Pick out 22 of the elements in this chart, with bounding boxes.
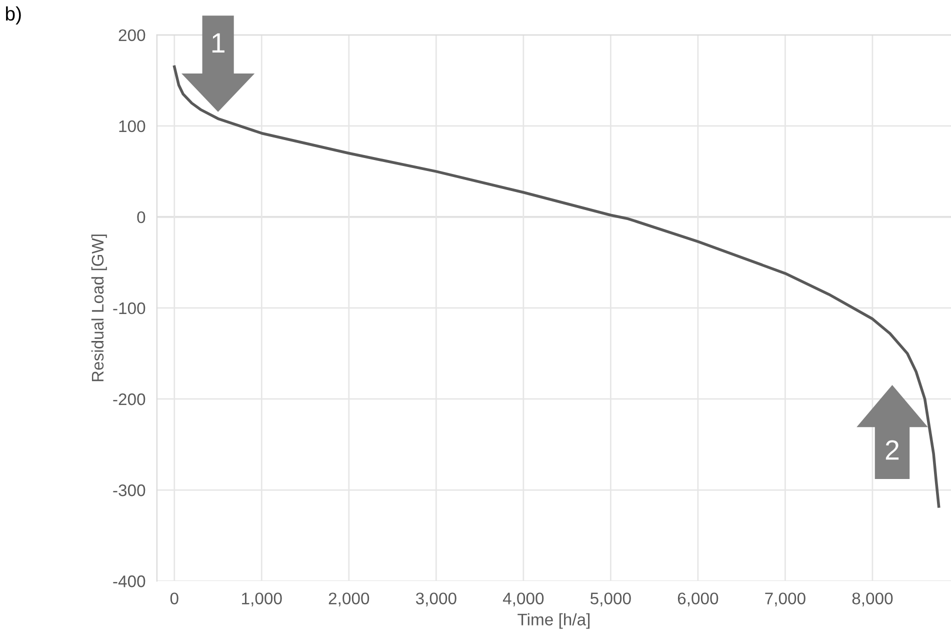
x-tick-label: 4,000 xyxy=(502,592,544,606)
y-tick-label: 0 xyxy=(137,211,146,224)
text: b) xyxy=(6,6,21,24)
y-tick-label: -200 xyxy=(113,393,146,406)
annotation: 2 xyxy=(886,440,899,460)
y-tick-label: 100 xyxy=(119,120,146,132)
y-tick-label: -100 xyxy=(113,302,146,314)
x-tick-label: 6,000 xyxy=(678,592,718,606)
x-tick-label: 5,000 xyxy=(590,592,631,606)
x-axis-title: Time [h/a] xyxy=(518,613,590,629)
x-tick-label: 1,000 xyxy=(242,592,282,606)
y-tick-label: -400 xyxy=(113,575,146,588)
x-tick-label: 8,000 xyxy=(852,592,893,606)
y-axis-title: Residual Load [GW] xyxy=(91,234,107,382)
x-tick-label: 7,000 xyxy=(765,592,806,606)
y-tick-label: 200 xyxy=(118,29,146,42)
annotation: 1 xyxy=(212,33,224,52)
x-tick-label: 0 xyxy=(170,592,178,604)
x-tick-label: 2,000 xyxy=(328,592,370,606)
line-series xyxy=(172,65,940,508)
x-tick-label: 3,000 xyxy=(416,592,456,606)
y-tick-label: -300 xyxy=(113,484,146,496)
